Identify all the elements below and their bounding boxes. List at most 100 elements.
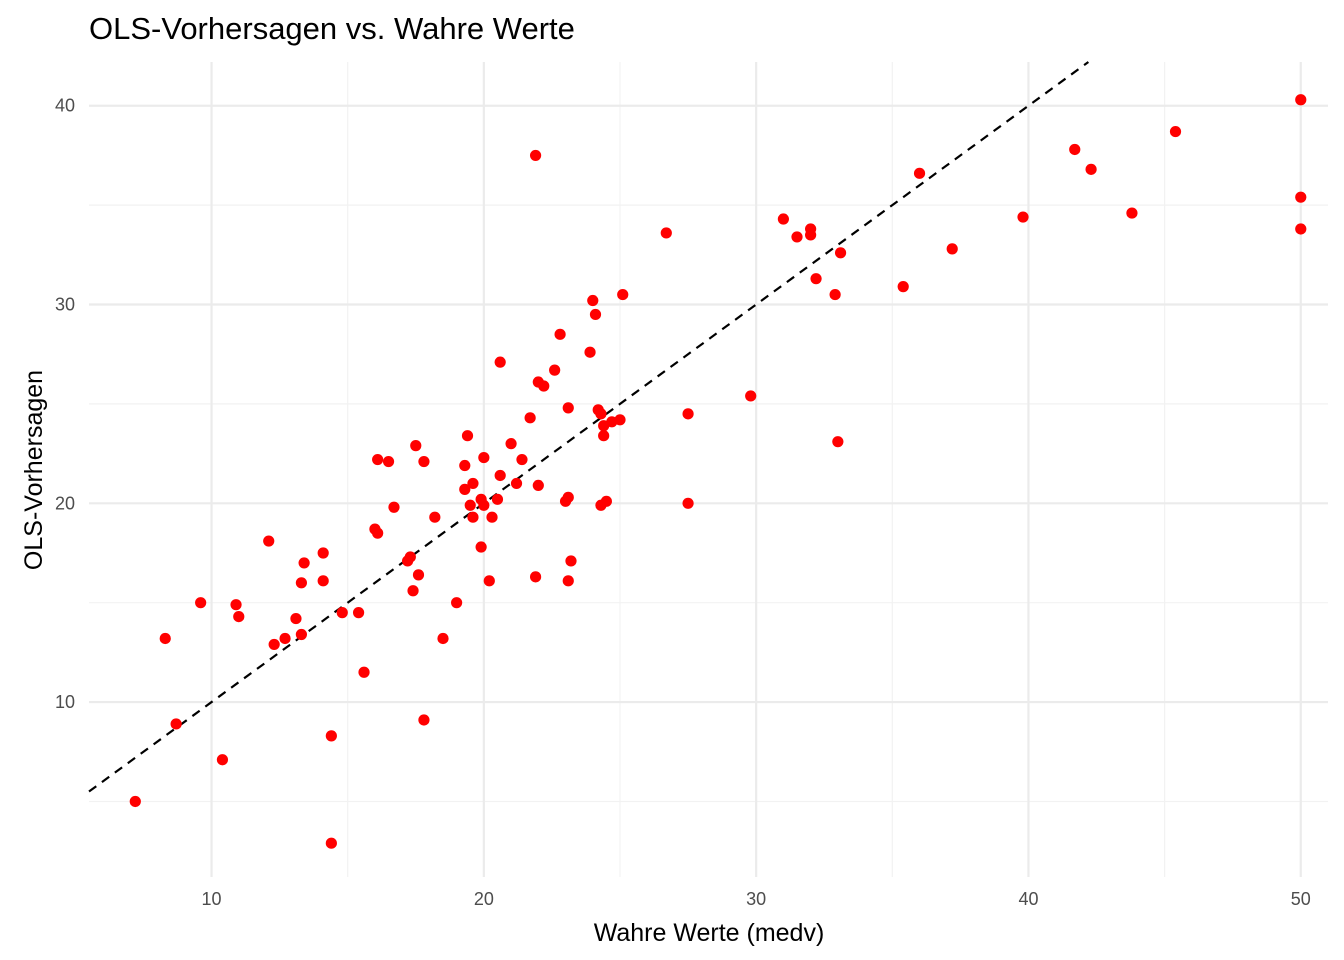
data-point xyxy=(1295,94,1307,106)
data-point xyxy=(549,364,561,376)
data-point xyxy=(562,491,574,503)
data-point xyxy=(510,477,523,490)
data-point xyxy=(418,714,430,726)
x-tick-label: 30 xyxy=(746,889,766,909)
data-point xyxy=(529,571,542,583)
data-point xyxy=(336,607,348,619)
data-point xyxy=(897,281,909,293)
data-point xyxy=(832,436,844,448)
data-point xyxy=(478,499,490,511)
data-point xyxy=(529,149,542,162)
data-point xyxy=(325,837,337,849)
data-point xyxy=(1295,223,1307,235)
data-points xyxy=(129,94,1307,849)
data-point xyxy=(1017,211,1029,223)
data-point xyxy=(159,632,171,645)
data-point xyxy=(467,511,479,523)
data-point xyxy=(538,380,550,392)
data-point xyxy=(617,288,629,301)
x-tick-label: 40 xyxy=(1018,889,1038,909)
data-point xyxy=(1295,191,1307,203)
data-point xyxy=(279,632,291,645)
reference-line xyxy=(88,61,1090,793)
data-point xyxy=(295,628,307,641)
data-point xyxy=(532,479,544,492)
data-point xyxy=(1126,207,1138,219)
x-tick-label: 10 xyxy=(202,889,222,909)
y-tick-label: 30 xyxy=(55,295,75,315)
data-point xyxy=(437,632,449,645)
data-point xyxy=(410,440,422,452)
x-axis-ticks: 10 20 30 40 50 xyxy=(202,889,1311,909)
x-axis-label: Wahre Werte (medv) xyxy=(594,919,825,947)
data-point xyxy=(524,412,536,424)
data-point xyxy=(562,402,574,414)
data-point xyxy=(587,294,599,307)
grid xyxy=(89,62,1328,877)
data-point xyxy=(946,243,958,255)
data-point xyxy=(268,638,280,651)
data-point xyxy=(516,453,528,466)
data-point xyxy=(682,497,694,509)
y-tick-label: 20 xyxy=(55,493,75,513)
data-point xyxy=(263,535,275,547)
data-point xyxy=(358,666,370,678)
y-axis-ticks: 10 20 30 40 xyxy=(55,96,75,712)
data-point xyxy=(584,346,596,358)
data-point xyxy=(382,455,395,468)
data-point xyxy=(505,438,517,450)
data-point xyxy=(317,575,329,587)
x-tick-label: 50 xyxy=(1291,889,1311,909)
data-point xyxy=(562,575,574,587)
data-point xyxy=(478,451,490,464)
data-point xyxy=(407,585,419,597)
data-point xyxy=(614,414,626,426)
data-point xyxy=(418,455,430,468)
data-point xyxy=(834,247,847,259)
data-point xyxy=(412,569,425,581)
data-point xyxy=(598,430,610,442)
y-tick-label: 10 xyxy=(55,692,75,712)
data-point xyxy=(1085,163,1097,175)
data-point xyxy=(494,469,506,482)
data-point xyxy=(483,575,495,587)
data-point xyxy=(829,288,841,301)
data-point xyxy=(913,167,926,179)
data-point xyxy=(352,607,365,619)
data-point xyxy=(589,308,602,321)
data-point xyxy=(461,430,474,442)
data-point xyxy=(491,493,504,505)
data-point xyxy=(295,577,307,589)
data-point xyxy=(805,229,817,241)
data-point xyxy=(195,597,207,609)
data-point xyxy=(129,795,141,808)
data-point xyxy=(745,390,757,402)
data-point xyxy=(459,483,471,495)
data-point xyxy=(810,273,822,285)
data-point xyxy=(467,477,479,490)
data-point xyxy=(595,408,607,420)
data-point xyxy=(565,555,577,567)
data-point xyxy=(317,547,329,559)
data-point xyxy=(682,408,694,420)
data-point xyxy=(216,754,229,766)
data-point xyxy=(290,612,302,625)
data-point xyxy=(475,541,487,553)
data-point xyxy=(486,511,498,523)
x-tick-label: 20 xyxy=(474,889,494,909)
data-point xyxy=(325,730,337,742)
reference-line-group xyxy=(88,61,1090,793)
data-point xyxy=(791,231,803,243)
data-point xyxy=(404,551,416,563)
data-point xyxy=(1169,125,1182,138)
data-point xyxy=(777,213,789,225)
data-point xyxy=(170,718,182,730)
data-point xyxy=(464,499,476,511)
data-point xyxy=(233,610,245,623)
data-point xyxy=(600,495,612,507)
data-point xyxy=(388,501,400,513)
y-tick-label: 40 xyxy=(55,96,75,116)
data-point xyxy=(230,599,242,611)
data-point xyxy=(1069,143,1081,156)
